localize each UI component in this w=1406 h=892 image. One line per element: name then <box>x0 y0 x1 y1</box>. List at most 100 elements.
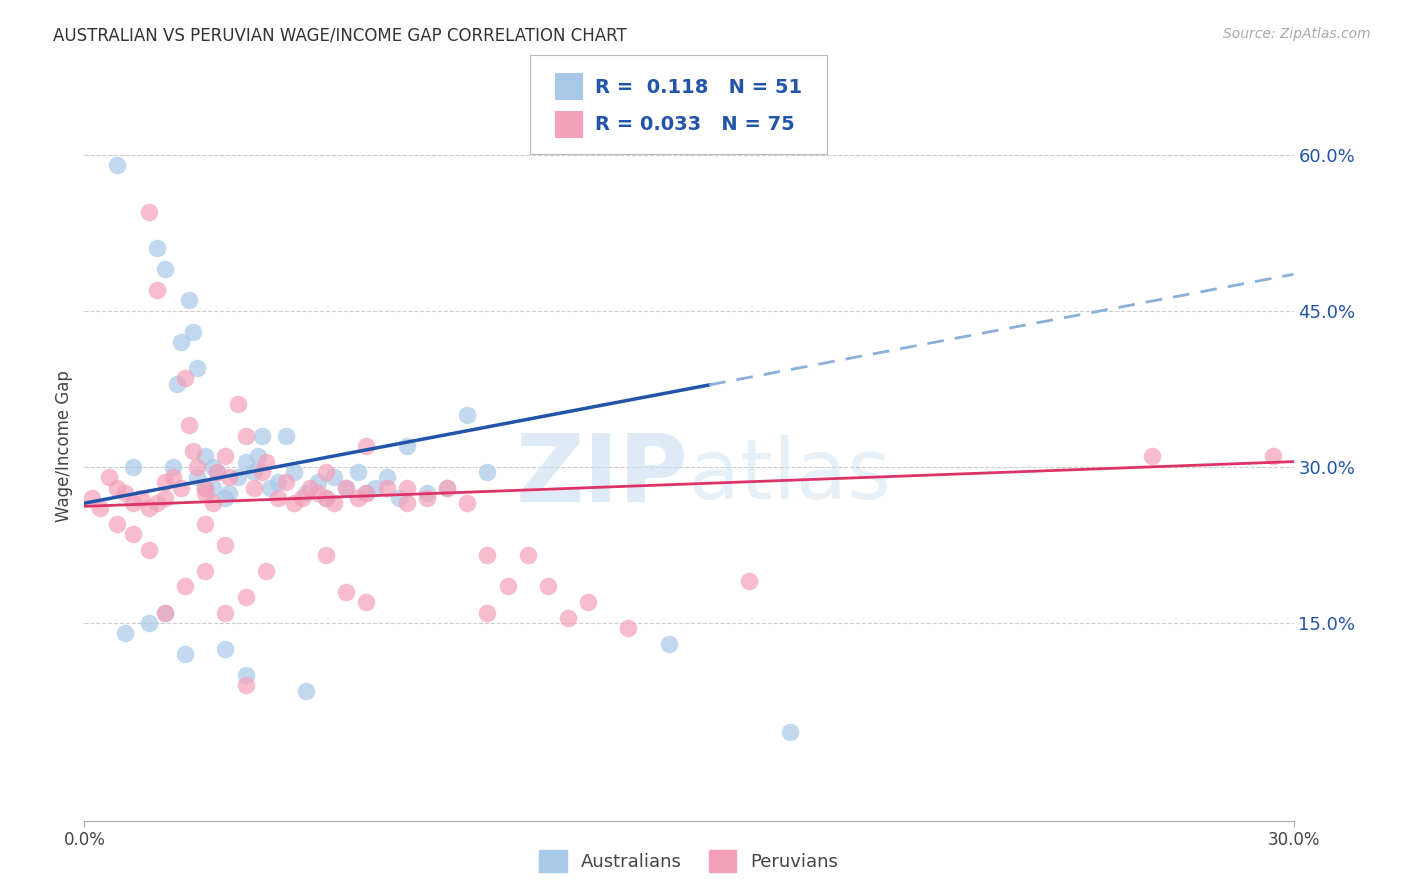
Point <box>218 485 240 500</box>
Point <box>179 418 201 433</box>
Point <box>356 439 378 453</box>
Point <box>146 241 169 255</box>
Point <box>121 527 143 541</box>
Point <box>207 465 229 479</box>
Point <box>315 548 337 563</box>
Point <box>214 450 236 464</box>
Point <box>274 428 297 442</box>
Point <box>335 481 357 495</box>
Point <box>179 293 201 308</box>
Point <box>388 491 411 505</box>
Y-axis label: Wage/Income Gap: Wage/Income Gap <box>55 370 73 522</box>
Point <box>299 481 322 495</box>
Point <box>194 564 217 578</box>
Point <box>207 465 229 479</box>
Point <box>235 668 257 682</box>
Point <box>416 491 439 505</box>
Point <box>456 496 478 510</box>
Point <box>477 606 499 620</box>
Point <box>114 485 136 500</box>
Point <box>315 465 337 479</box>
Point <box>214 642 236 657</box>
Point <box>477 465 499 479</box>
Point <box>186 459 208 474</box>
Point <box>121 459 143 474</box>
Point <box>121 496 143 510</box>
Text: Source: ZipAtlas.com: Source: ZipAtlas.com <box>1223 27 1371 41</box>
Point <box>477 548 499 563</box>
Point <box>218 470 240 484</box>
Point <box>307 475 329 490</box>
Point <box>246 450 269 464</box>
Point <box>456 408 478 422</box>
Point <box>375 470 398 484</box>
Point <box>335 584 357 599</box>
Point <box>181 444 204 458</box>
Point <box>194 450 217 464</box>
Point <box>347 465 370 479</box>
Point <box>395 496 418 510</box>
Point <box>89 501 111 516</box>
Point <box>356 595 378 609</box>
Point <box>315 491 337 505</box>
Point <box>105 517 128 532</box>
Point <box>138 501 160 516</box>
Text: R =  0.118   N = 51: R = 0.118 N = 51 <box>595 78 801 97</box>
Point <box>162 459 184 474</box>
Point <box>170 481 193 495</box>
Point <box>274 475 297 490</box>
Point <box>436 481 458 495</box>
Point <box>356 485 378 500</box>
Point <box>436 481 458 495</box>
Point <box>153 475 176 490</box>
Point <box>202 481 225 495</box>
Point <box>250 428 273 442</box>
Text: R = 0.033   N = 75: R = 0.033 N = 75 <box>595 115 794 135</box>
Point <box>194 481 217 495</box>
Point <box>214 491 236 505</box>
Point <box>226 397 249 411</box>
Point <box>138 615 160 630</box>
Point <box>323 496 346 510</box>
Point <box>114 626 136 640</box>
Point <box>283 496 305 510</box>
Point <box>105 481 128 495</box>
Point <box>129 491 152 505</box>
Point <box>267 491 290 505</box>
Point <box>97 470 120 484</box>
Point <box>1142 450 1164 464</box>
Point <box>658 637 681 651</box>
Point <box>162 470 184 484</box>
Point <box>283 465 305 479</box>
Point <box>347 491 370 505</box>
Point <box>138 543 160 558</box>
Point <box>779 725 801 739</box>
Point <box>738 574 761 589</box>
Point <box>235 455 257 469</box>
Point <box>170 334 193 349</box>
Point <box>194 517 217 532</box>
Point <box>202 459 225 474</box>
Point <box>307 485 329 500</box>
Point <box>335 481 357 495</box>
Point <box>153 606 176 620</box>
Point <box>146 283 169 297</box>
Point <box>153 262 176 277</box>
Text: atlas: atlas <box>689 435 890 516</box>
Point <box>363 481 385 495</box>
Point <box>295 683 318 698</box>
Point <box>166 376 188 391</box>
Point <box>576 595 599 609</box>
Point <box>395 439 418 453</box>
Point <box>181 325 204 339</box>
Point <box>395 481 418 495</box>
Point <box>174 371 197 385</box>
Point <box>375 481 398 495</box>
Point <box>235 428 257 442</box>
Point <box>82 491 104 505</box>
Point <box>194 485 217 500</box>
Point <box>202 496 225 510</box>
Text: ZIP: ZIP <box>516 430 689 522</box>
Point <box>254 455 277 469</box>
Point <box>557 611 579 625</box>
